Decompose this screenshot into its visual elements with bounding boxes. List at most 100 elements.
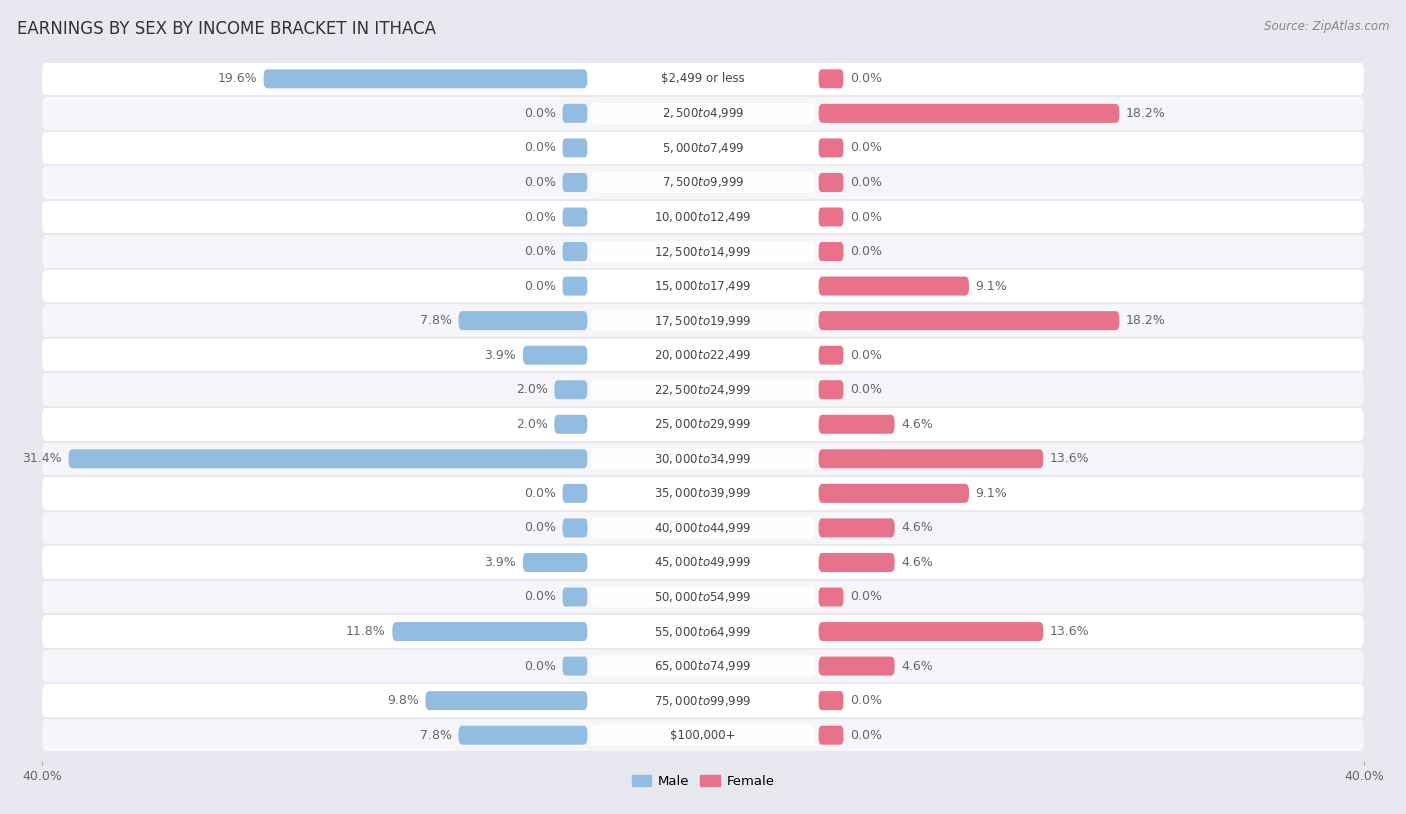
- FancyBboxPatch shape: [458, 726, 588, 745]
- FancyBboxPatch shape: [818, 519, 894, 537]
- Text: 0.0%: 0.0%: [851, 142, 882, 155]
- FancyBboxPatch shape: [562, 242, 588, 261]
- FancyBboxPatch shape: [42, 62, 1364, 96]
- FancyBboxPatch shape: [562, 519, 588, 537]
- FancyBboxPatch shape: [818, 415, 894, 434]
- Text: $17,500 to $19,999: $17,500 to $19,999: [654, 313, 752, 328]
- FancyBboxPatch shape: [591, 552, 815, 573]
- Text: $75,000 to $99,999: $75,000 to $99,999: [654, 694, 752, 707]
- FancyBboxPatch shape: [42, 304, 1364, 338]
- FancyBboxPatch shape: [562, 657, 588, 676]
- Text: $20,000 to $22,499: $20,000 to $22,499: [654, 348, 752, 362]
- FancyBboxPatch shape: [523, 346, 588, 365]
- FancyBboxPatch shape: [818, 691, 844, 710]
- FancyBboxPatch shape: [818, 380, 844, 399]
- FancyBboxPatch shape: [42, 615, 1364, 649]
- FancyBboxPatch shape: [591, 68, 815, 90]
- Text: $22,500 to $24,999: $22,500 to $24,999: [654, 383, 752, 396]
- FancyBboxPatch shape: [818, 208, 844, 226]
- Text: $55,000 to $64,999: $55,000 to $64,999: [654, 624, 752, 638]
- Text: 7.8%: 7.8%: [420, 314, 451, 327]
- Text: 4.6%: 4.6%: [901, 522, 934, 535]
- FancyBboxPatch shape: [591, 621, 815, 642]
- Text: $100,000+: $100,000+: [671, 729, 735, 742]
- FancyBboxPatch shape: [818, 449, 1043, 468]
- FancyBboxPatch shape: [42, 130, 1364, 165]
- Text: 9.1%: 9.1%: [976, 279, 1007, 292]
- Text: 0.0%: 0.0%: [851, 245, 882, 258]
- Text: 4.6%: 4.6%: [901, 659, 934, 672]
- FancyBboxPatch shape: [42, 407, 1364, 441]
- Text: 0.0%: 0.0%: [524, 522, 555, 535]
- FancyBboxPatch shape: [42, 545, 1364, 580]
- FancyBboxPatch shape: [42, 234, 1364, 269]
- FancyBboxPatch shape: [42, 199, 1364, 234]
- FancyBboxPatch shape: [818, 69, 844, 88]
- FancyBboxPatch shape: [42, 165, 1364, 199]
- FancyBboxPatch shape: [818, 138, 844, 157]
- Text: 0.0%: 0.0%: [524, 659, 555, 672]
- Text: 4.6%: 4.6%: [901, 418, 934, 431]
- Text: 0.0%: 0.0%: [851, 590, 882, 603]
- Text: $10,000 to $12,499: $10,000 to $12,499: [654, 210, 752, 224]
- Text: 4.6%: 4.6%: [901, 556, 934, 569]
- Text: 0.0%: 0.0%: [851, 348, 882, 361]
- FancyBboxPatch shape: [392, 622, 588, 641]
- Text: 18.2%: 18.2%: [1126, 107, 1166, 120]
- FancyBboxPatch shape: [818, 657, 894, 676]
- Text: $7,500 to $9,999: $7,500 to $9,999: [662, 176, 744, 190]
- FancyBboxPatch shape: [523, 553, 588, 572]
- FancyBboxPatch shape: [591, 483, 815, 504]
- FancyBboxPatch shape: [591, 344, 815, 365]
- Text: $5,000 to $7,499: $5,000 to $7,499: [662, 141, 744, 155]
- FancyBboxPatch shape: [591, 586, 815, 607]
- Text: $50,000 to $54,999: $50,000 to $54,999: [654, 590, 752, 604]
- FancyBboxPatch shape: [591, 518, 815, 538]
- Text: 0.0%: 0.0%: [851, 211, 882, 224]
- Text: $45,000 to $49,999: $45,000 to $49,999: [654, 555, 752, 570]
- FancyBboxPatch shape: [562, 173, 588, 192]
- FancyBboxPatch shape: [42, 269, 1364, 304]
- FancyBboxPatch shape: [69, 449, 588, 468]
- FancyBboxPatch shape: [42, 441, 1364, 476]
- Text: 7.8%: 7.8%: [420, 729, 451, 742]
- Text: 2.0%: 2.0%: [516, 418, 548, 431]
- Text: 3.9%: 3.9%: [485, 556, 516, 569]
- FancyBboxPatch shape: [554, 415, 588, 434]
- Text: 0.0%: 0.0%: [524, 279, 555, 292]
- FancyBboxPatch shape: [591, 379, 815, 400]
- FancyBboxPatch shape: [42, 718, 1364, 752]
- Text: $25,000 to $29,999: $25,000 to $29,999: [654, 418, 752, 431]
- FancyBboxPatch shape: [42, 580, 1364, 615]
- Text: 0.0%: 0.0%: [851, 176, 882, 189]
- Text: $2,499 or less: $2,499 or less: [661, 72, 745, 85]
- FancyBboxPatch shape: [562, 208, 588, 226]
- Text: $30,000 to $34,999: $30,000 to $34,999: [654, 452, 752, 466]
- FancyBboxPatch shape: [458, 311, 588, 330]
- FancyBboxPatch shape: [591, 138, 815, 159]
- Text: $40,000 to $44,999: $40,000 to $44,999: [654, 521, 752, 535]
- Text: 0.0%: 0.0%: [524, 590, 555, 603]
- FancyBboxPatch shape: [562, 588, 588, 606]
- Text: 0.0%: 0.0%: [851, 383, 882, 396]
- FancyBboxPatch shape: [42, 684, 1364, 718]
- FancyBboxPatch shape: [818, 484, 969, 503]
- FancyBboxPatch shape: [591, 207, 815, 228]
- FancyBboxPatch shape: [818, 588, 844, 606]
- FancyBboxPatch shape: [591, 310, 815, 331]
- FancyBboxPatch shape: [818, 311, 1119, 330]
- Text: 0.0%: 0.0%: [851, 72, 882, 85]
- Text: 0.0%: 0.0%: [524, 211, 555, 224]
- FancyBboxPatch shape: [591, 414, 815, 435]
- Text: 13.6%: 13.6%: [1050, 453, 1090, 466]
- FancyBboxPatch shape: [591, 724, 815, 746]
- Text: 13.6%: 13.6%: [1050, 625, 1090, 638]
- FancyBboxPatch shape: [591, 276, 815, 296]
- Text: 0.0%: 0.0%: [851, 694, 882, 707]
- FancyBboxPatch shape: [818, 726, 844, 745]
- FancyBboxPatch shape: [562, 138, 588, 157]
- Text: 9.8%: 9.8%: [387, 694, 419, 707]
- FancyBboxPatch shape: [42, 373, 1364, 407]
- Text: $35,000 to $39,999: $35,000 to $39,999: [654, 486, 752, 501]
- FancyBboxPatch shape: [818, 346, 844, 365]
